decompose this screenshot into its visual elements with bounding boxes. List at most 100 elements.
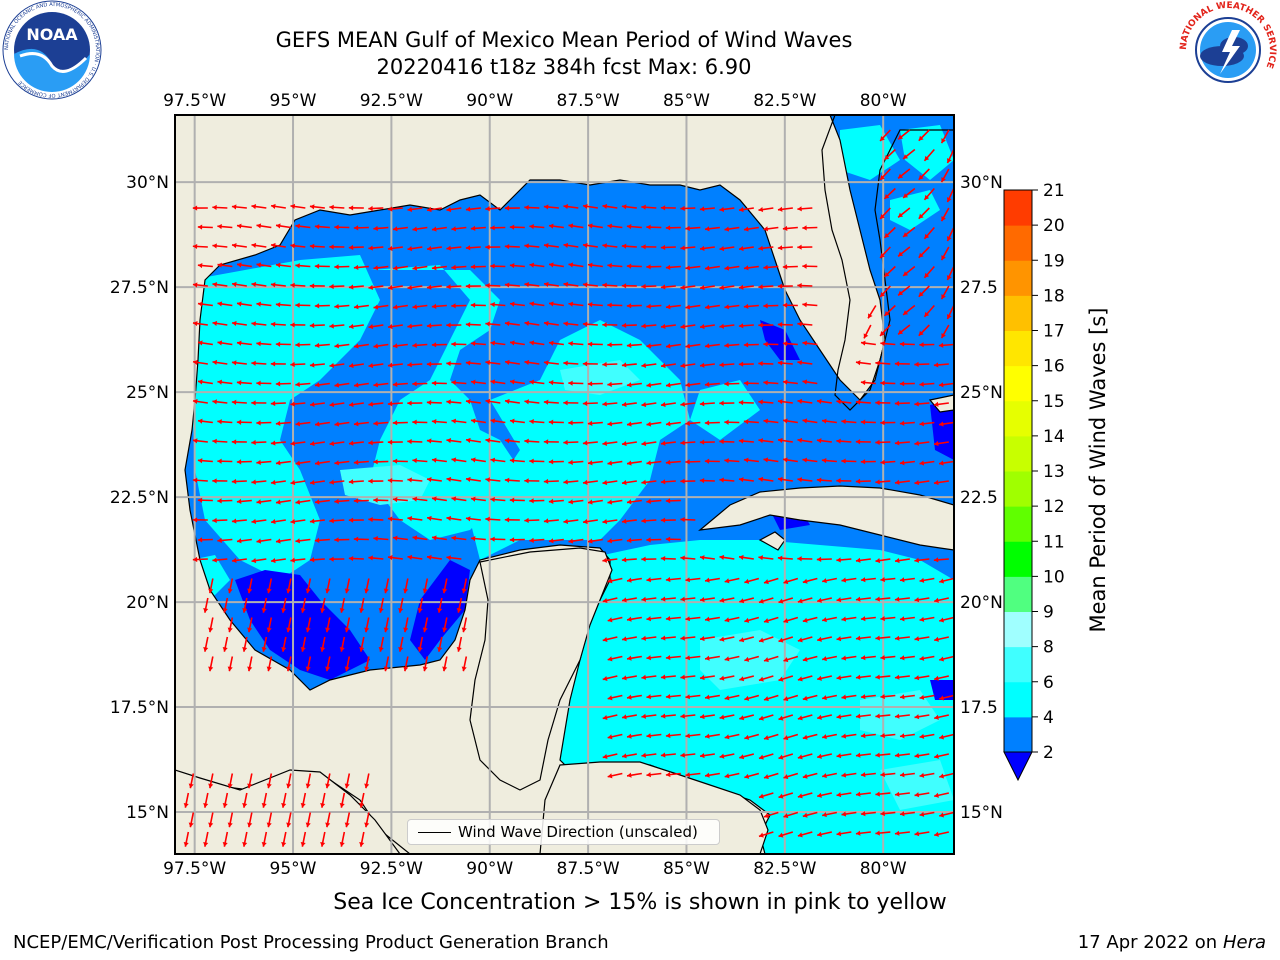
- direction-arrowhead: [582, 242, 588, 249]
- direction-arrowhead: [446, 360, 451, 367]
- direction-arrowhead: [822, 734, 827, 740]
- direction-arrowhead: [607, 773, 613, 779]
- direction-arrowhead: [329, 556, 334, 562]
- direction-arrowhead: [281, 802, 287, 808]
- direction-arrowhead: [359, 841, 365, 847]
- direction-arrowhead: [543, 243, 549, 249]
- direction-arrowhead: [305, 783, 311, 789]
- right-latitude-label: 20°N: [960, 593, 1003, 613]
- direction-arrowhead: [607, 538, 613, 544]
- direction-arrowhead: [582, 321, 588, 327]
- direction-arrowhead: [880, 733, 885, 739]
- direction-arrowhead: [607, 263, 612, 269]
- graticule: [175, 115, 954, 854]
- direction-arrowhead: [719, 400, 724, 406]
- direction-arrowhead: [699, 597, 705, 603]
- direction-arrowhead: [685, 733, 690, 739]
- direction-arrowhead: [509, 379, 515, 385]
- direction-arrowhead: [680, 245, 685, 251]
- direction-arrowhead: [290, 203, 296, 210]
- direction-arrowhead: [699, 245, 705, 251]
- direction-arrowhead: [212, 320, 218, 326]
- direction-arrowhead: [946, 236, 952, 242]
- direction-arrowhead: [451, 496, 457, 502]
- direction-arrowhead: [763, 579, 769, 585]
- direction-arrowhead: [758, 598, 764, 604]
- direction-arrowhead: [875, 791, 880, 797]
- direction-arrowhead: [314, 303, 320, 309]
- direction-arrowhead: [373, 459, 378, 465]
- direction-arrowhead: [383, 627, 389, 633]
- direction-arrowhead: [197, 262, 203, 269]
- direction-arrowhead: [738, 477, 744, 483]
- direction-arrowhead: [777, 399, 783, 405]
- direction-arrowhead: [758, 476, 764, 482]
- direction-arrowhead: [568, 420, 573, 426]
- direction-arrowhead: [309, 204, 315, 210]
- direction-arrowhead: [719, 284, 725, 291]
- direction-arrowhead: [368, 401, 373, 407]
- direction-arrowhead: [860, 340, 866, 346]
- direction-arrowhead: [407, 400, 412, 406]
- direction-arrowhead: [875, 635, 880, 641]
- direction-arrowhead: [261, 607, 267, 613]
- direction-arrowhead: [368, 205, 373, 212]
- left-latitude-label: 25°N: [126, 383, 169, 403]
- direction-arrowhead: [763, 618, 769, 624]
- direction-arrowhead: [325, 783, 331, 789]
- direction-arrowhead: [626, 342, 632, 348]
- direction-arrowhead: [621, 518, 627, 524]
- direction-arrowhead: [685, 655, 690, 661]
- direction-arrowhead: [622, 753, 627, 759]
- direction-arrowhead: [451, 264, 456, 270]
- direction-arrowhead: [817, 675, 822, 681]
- florida-peninsula: [821, 115, 954, 411]
- direction-arrowhead: [290, 282, 295, 288]
- legend-line-swatch: [418, 832, 451, 833]
- direction-arrowhead: [797, 360, 803, 366]
- direction-arrowhead: [724, 342, 729, 348]
- direction-arrowhead: [431, 457, 437, 463]
- direction-arrowhead: [286, 666, 292, 672]
- direction-arrowhead: [626, 303, 632, 309]
- colorbar-segment: [1004, 506, 1032, 542]
- direction-arrowhead: [461, 588, 467, 594]
- direction-arrowhead: [348, 284, 354, 290]
- direction-arrowhead: [295, 223, 301, 229]
- direction-arrowhead: [314, 342, 320, 348]
- direction-arrowhead: [227, 822, 233, 828]
- colorbar-tick-label: 16: [1043, 357, 1065, 377]
- direction-arrowhead: [183, 802, 189, 808]
- direction-arrowhead: [797, 676, 803, 682]
- direction-arrowhead: [763, 457, 769, 463]
- direction-arrowhead: [875, 596, 880, 602]
- direction-arrowhead: [314, 263, 320, 269]
- direction-arrowhead: [802, 418, 808, 424]
- direction-arrowhead: [568, 223, 574, 229]
- direction-arrowhead: [364, 588, 370, 594]
- direction-arrowhead: [744, 656, 750, 662]
- direction-arrowhead: [192, 556, 198, 563]
- direction-arrowhead: [660, 401, 666, 408]
- direction-arrowhead: [914, 636, 920, 642]
- direction-arrowhead: [353, 343, 359, 349]
- direction-arrowhead: [933, 557, 939, 563]
- direction-arrowhead: [665, 421, 671, 427]
- direction-arrowhead: [941, 333, 946, 339]
- direction-arrowhead: [665, 382, 671, 388]
- direction-arrowhead: [626, 421, 632, 427]
- direction-arrowhead: [275, 460, 281, 466]
- direction-arrowhead: [446, 555, 451, 561]
- direction-arrowhead: [899, 420, 905, 426]
- direction-arrowhead: [777, 476, 783, 482]
- direction-arrowhead: [504, 438, 510, 444]
- direction-arrowhead: [719, 675, 725, 681]
- direction-arrowhead: [899, 577, 905, 583]
- direction-arrowhead: [568, 538, 574, 544]
- direction-arrowhead: [946, 314, 952, 320]
- direction-arrowhead: [451, 380, 456, 386]
- direction-arrowhead: [817, 753, 822, 759]
- direction-arrowhead: [300, 607, 306, 613]
- direction-arrowhead: [426, 284, 432, 290]
- direction-arrowhead: [724, 458, 729, 464]
